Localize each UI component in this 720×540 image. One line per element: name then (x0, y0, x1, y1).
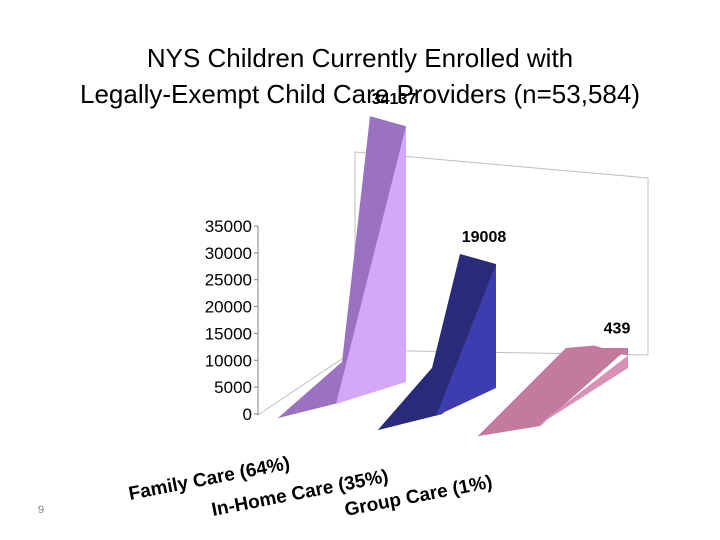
chart-title-line1: NYS Children Currently Enrolled with (146, 43, 574, 73)
y-axis-ticks: 35000 30000 25000 20000 15000 10000 5000 0 (205, 217, 258, 424)
y-tick-label: 25000 (205, 271, 252, 290)
y-tick-label: 10000 (205, 351, 252, 370)
group-care-side-face (534, 355, 628, 428)
data-labels: 34137 19008 439 (372, 91, 631, 337)
family-care-side-face (336, 126, 406, 405)
x-axis-labels: Family Care (64%)In-Home Care (35%)Group… (127, 453, 494, 521)
family-care-data-label: 34137 (372, 91, 417, 108)
group-care-data-label: 439 (604, 320, 631, 337)
back-wall-top-edge (354, 151, 649, 355)
y-tick-label: 15000 (205, 324, 252, 343)
chart-title-line2: Legally-Exempt Child Care Providers (n=5… (80, 79, 640, 109)
in-home-care-data-label: 19008 (462, 229, 507, 246)
chart-title: NYS Children Currently Enrolled with Leg… (0, 40, 720, 112)
group-care-wall-face (478, 345, 628, 436)
chart-series (278, 116, 628, 436)
y-tick-label: 30000 (205, 244, 252, 263)
y-tick-label: 20000 (205, 298, 252, 317)
y-tick-label: 5000 (214, 378, 252, 397)
page-number: 9 (38, 504, 45, 516)
y-tick-label: 35000 (205, 217, 252, 236)
in-home-care-side-face (436, 263, 496, 416)
y-tick-label: 0 (243, 405, 252, 424)
